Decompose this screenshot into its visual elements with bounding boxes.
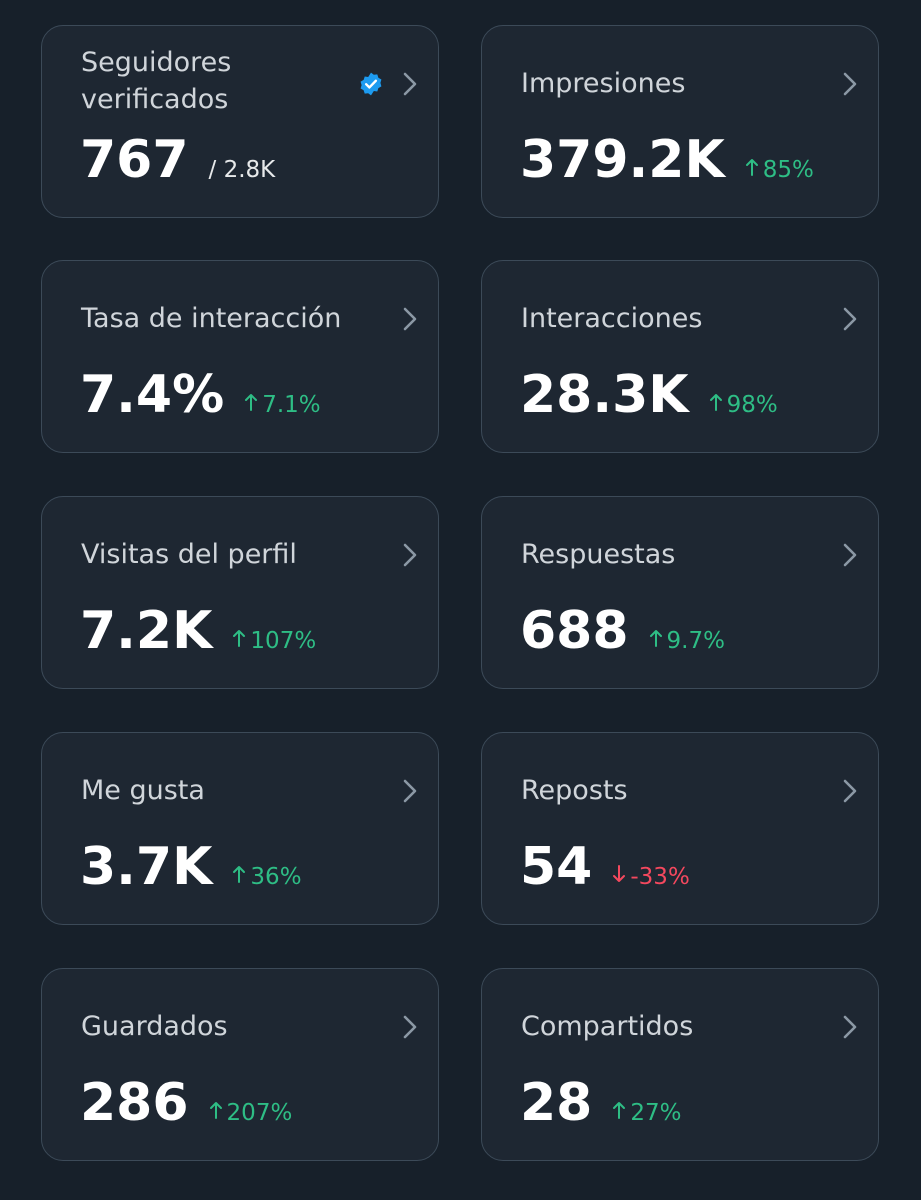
change-text: 85% xyxy=(762,157,814,183)
change-text: 98% xyxy=(726,392,778,418)
metric-value: 379.2K xyxy=(520,130,725,190)
metric-total: / 2.8K xyxy=(208,157,276,183)
chevron-icon xyxy=(843,307,857,331)
chevron-icon xyxy=(403,1015,417,1039)
chevron-icon xyxy=(843,543,857,567)
metric-card[interactable]: Interacciones 28.3K 98% xyxy=(481,260,879,453)
metric-title: Impresiones xyxy=(521,68,686,99)
trend-arrow xyxy=(233,630,246,647)
change-text: 107% xyxy=(250,628,317,654)
chevron-icon xyxy=(403,779,417,803)
metric-card[interactable]: Guardados 286 207% xyxy=(41,968,439,1161)
change-text: -33% xyxy=(630,864,690,890)
metric-value: 286 xyxy=(80,1073,189,1133)
metric-change: 27% xyxy=(612,1100,682,1126)
metric-card[interactable]: Compartidos 28 27% xyxy=(481,968,879,1161)
chevron-icon xyxy=(843,779,857,803)
metric-change: 7.1% xyxy=(244,392,321,418)
metric-value: 7.2K xyxy=(80,601,213,661)
metric-row: 28.3K 98% xyxy=(520,365,778,425)
metric-title: Compartidos xyxy=(521,1011,694,1042)
metric-value: 54 xyxy=(520,837,593,897)
chevron-icon xyxy=(403,307,417,331)
metric-card[interactable]: Me gusta 3.7K 36% xyxy=(41,732,439,925)
chevron-icon xyxy=(843,1015,857,1039)
trend-arrow xyxy=(649,630,662,647)
metric-title: Interacciones xyxy=(521,303,703,334)
metric-row: 767 / 2.8K xyxy=(80,130,275,190)
metric-title: Tasa de interacción xyxy=(81,303,342,334)
metric-card[interactable]: Visitas del perfil 7.2K 107% xyxy=(41,496,439,689)
metric-row: 286 207% xyxy=(80,1073,292,1133)
trend-arrow xyxy=(613,1102,626,1119)
metric-card[interactable]: Tasa de interacción 7.4% 7.1% xyxy=(41,260,439,453)
chevron-icon xyxy=(403,543,417,567)
metric-change: 98% xyxy=(709,392,778,418)
chevron-icon xyxy=(843,72,857,96)
metric-row: 379.2K 85% xyxy=(520,130,814,190)
metric-value: 688 xyxy=(520,601,629,661)
trend-arrow xyxy=(245,394,258,411)
trend-arrow xyxy=(233,866,246,883)
metric-row: 7.4% 7.1% xyxy=(80,365,321,425)
metric-change: -33% xyxy=(612,864,690,890)
verified-badge xyxy=(360,72,382,96)
change-text: 9.7% xyxy=(666,628,725,654)
metric-row: 3.7K 36% xyxy=(80,837,302,897)
metric-title: Me gusta xyxy=(81,775,205,806)
metric-value: 28.3K xyxy=(520,365,689,425)
metric-row: 28 27% xyxy=(520,1073,682,1133)
metric-card[interactable]: Respuestas 688 9.7% xyxy=(481,496,879,689)
metric-title: Guardados xyxy=(81,1011,228,1042)
metric-change: 36% xyxy=(232,864,302,890)
metric-title: Reposts xyxy=(521,775,628,806)
change-text: 27% xyxy=(630,1100,682,1126)
trend-arrow xyxy=(209,1102,222,1119)
metric-change: 85% xyxy=(745,157,814,183)
metric-value: 28 xyxy=(520,1073,593,1133)
metric-value: 3.7K xyxy=(80,837,213,897)
metric-value: 767 xyxy=(80,130,189,190)
change-text: 36% xyxy=(250,864,302,890)
metric-card[interactable]: Impresiones 379.2K 85% xyxy=(481,25,879,218)
metric-title: Visitas del perfil xyxy=(81,539,297,570)
metric-change: 107% xyxy=(232,628,316,654)
metric-change: 9.7% xyxy=(649,628,725,654)
metric-row: 7.2K 107% xyxy=(80,601,316,661)
metric-change: 207% xyxy=(209,1100,293,1126)
chevron-icon xyxy=(403,72,417,96)
metric-card[interactable]: Reposts 54 -33% xyxy=(481,732,879,925)
metric-title: Seguidores verificados xyxy=(81,47,232,115)
trend-arrow xyxy=(613,865,626,882)
metric-row: 54 -33% xyxy=(520,837,690,897)
change-text: 207% xyxy=(226,1100,293,1126)
metric-value: 7.4% xyxy=(80,365,225,425)
metric-card[interactable]: Seguidores verificados 767 / 2.8K xyxy=(41,25,439,218)
trend-arrow xyxy=(709,394,722,411)
trend-arrow xyxy=(745,159,758,176)
change-text: 7.1% xyxy=(262,392,321,418)
metric-row: 688 9.7% xyxy=(520,601,725,661)
metric-title: Respuestas xyxy=(521,539,676,570)
